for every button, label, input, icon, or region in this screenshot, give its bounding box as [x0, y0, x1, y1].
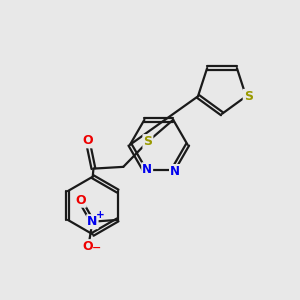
Text: O: O: [75, 194, 86, 207]
Text: N: N: [87, 215, 98, 228]
Text: N: N: [142, 163, 152, 176]
Text: −: −: [92, 243, 101, 253]
Text: O: O: [82, 240, 93, 253]
Text: S: S: [244, 90, 253, 103]
Text: S: S: [143, 135, 152, 148]
Text: +: +: [95, 210, 104, 220]
Text: N: N: [170, 165, 180, 178]
Text: O: O: [82, 134, 93, 147]
